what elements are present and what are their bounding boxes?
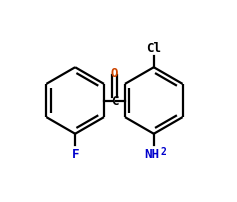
Text: 2: 2 — [160, 146, 166, 156]
Text: Cl: Cl — [146, 42, 161, 55]
Text: O: O — [111, 66, 118, 79]
Text: NH: NH — [144, 147, 159, 160]
Text: C: C — [111, 95, 118, 107]
Text: F: F — [71, 147, 79, 160]
